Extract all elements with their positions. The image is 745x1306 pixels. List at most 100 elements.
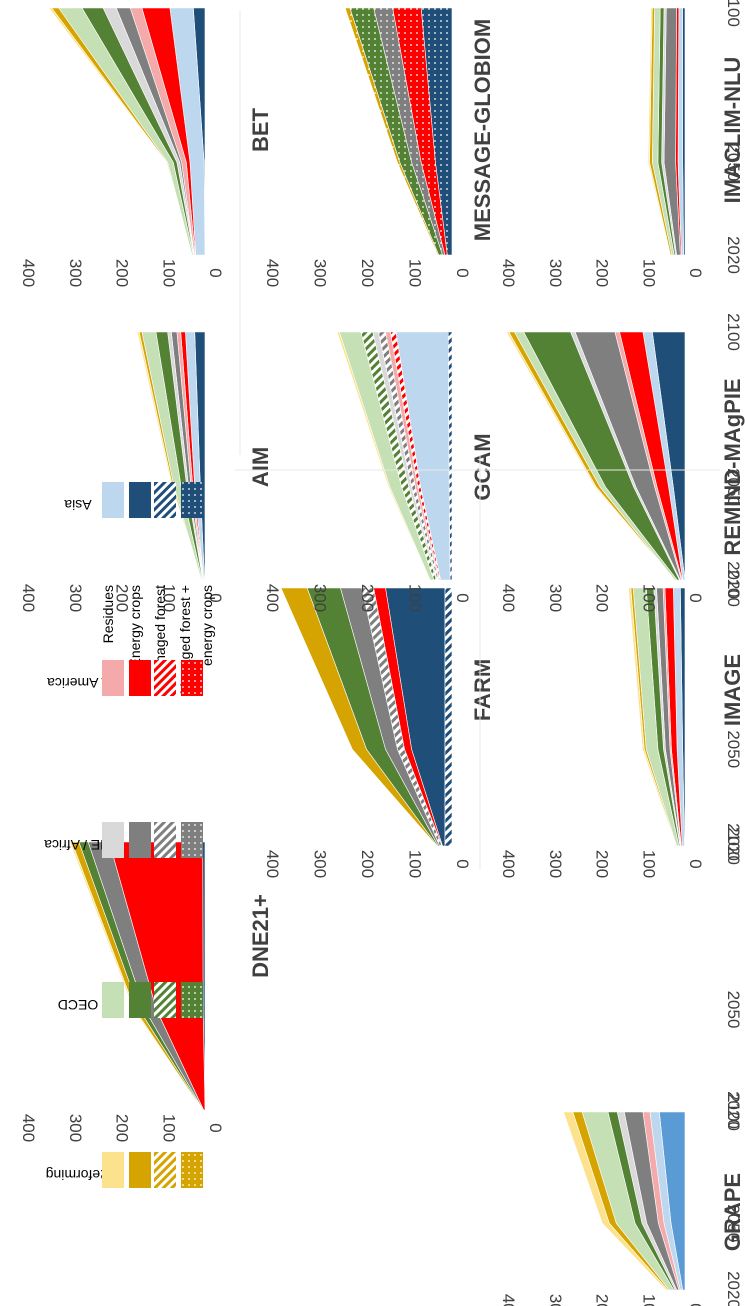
y-tick-label: 100: [639, 259, 658, 287]
chart-imaclim-nlu: 0 100 200 300 400 IMACLIM-NLU 2020 2050 2100: [499, 0, 745, 287]
y-tick-label: 200: [358, 259, 377, 287]
legend-swatch: [102, 1152, 124, 1188]
y-tick-label: 100: [159, 259, 178, 287]
chart-bet: 0 100 200 300 400 BET: [19, 7, 273, 287]
y-tick-label: 200: [113, 1114, 132, 1142]
x-tick-label: 2050: [724, 991, 743, 1029]
y-tick-label: 200: [113, 584, 132, 612]
chart-title: IMAGE: [720, 654, 745, 726]
y-tick-label: 200: [593, 259, 612, 287]
y-tick-label: 400: [19, 584, 38, 612]
legend-region-asia: Asia: [64, 497, 91, 513]
y-tick-label: 400: [19, 1114, 38, 1142]
legend-swatch: [102, 822, 124, 858]
y-tick-label: 400: [19, 259, 38, 287]
y-tick-label: 300: [311, 850, 330, 878]
legend-swatch: [102, 982, 124, 1018]
legend-swatch: [181, 482, 203, 518]
legend-swatch: [181, 660, 203, 696]
chart-image: 0 100 200 300 400 IMAGE 2020 2050 2100: [499, 569, 745, 878]
chart-dne21: 0 100 200 300 400 DNE21+ 2020 2050 2100: [19, 823, 743, 1142]
chart-title: DNE21+: [248, 894, 273, 978]
legend-swatch: [129, 982, 151, 1018]
area-reforming-residues: [647, 7, 671, 256]
legend-row-label: Managed forest: [152, 585, 168, 682]
legend-swatch: [129, 482, 151, 518]
chart-title: MESSAGE-GLOBIOM: [470, 19, 495, 241]
y-tick-label: 200: [358, 850, 377, 878]
legend-swatch: [129, 1152, 151, 1188]
area-reforming-managed-forest-energy-crops: [344, 7, 440, 256]
legend-region-oecd: OECD: [58, 997, 98, 1013]
area-reforming-residues: [48, 7, 193, 256]
y-tick-label: 400: [499, 584, 518, 612]
legend-row-label: Residues: [100, 585, 116, 643]
x-tick-label: 2020: [724, 1091, 743, 1129]
y-tick-label: 0: [686, 1303, 705, 1306]
area-asia-managed-forest: [444, 587, 453, 847]
legend-swatch: [154, 660, 176, 696]
y-tick-label: 300: [311, 584, 330, 612]
y-tick-label: 300: [546, 259, 565, 287]
x-tick-label: 2100: [724, 313, 743, 351]
legend-region-l-america: L America: [47, 675, 109, 691]
chart-message-globiom: 0 100 200 300 400 MESSAGE-GLOBIOM: [263, 7, 495, 287]
y-tick-label: 0: [686, 593, 705, 602]
y-tick-label: 300: [311, 259, 330, 287]
x-tick-label: 2020: [724, 561, 743, 599]
y-tick-label: 100: [406, 850, 425, 878]
y-tick-label: 0: [206, 593, 225, 602]
y-tick-label: 400: [499, 1294, 518, 1306]
y-tick-label: 100: [406, 584, 425, 612]
y-tick-label: 0: [206, 268, 225, 277]
area-reforming-residues: [505, 331, 676, 581]
area-reforming-energy-crops: [280, 587, 438, 847]
chart-farm: 0 100 200 300 400 FARM: [263, 587, 495, 878]
y-tick-label: 0: [686, 859, 705, 868]
legend-swatch: [129, 660, 151, 696]
x-tick-label: 2050: [724, 468, 743, 506]
legend-swatch: [181, 982, 203, 1018]
x-tick-label: 2050: [724, 143, 743, 181]
y-tick-label: 300: [66, 584, 85, 612]
y-tick-label: 0: [453, 859, 472, 868]
chart-aim: 0 100 200 300 400 AIM: [19, 331, 273, 612]
y-tick-label: 100: [406, 259, 425, 287]
y-tick-label: 300: [546, 850, 565, 878]
chart-title: AIM: [248, 447, 273, 487]
legend-region-me-africa: ME / Africa: [44, 837, 112, 853]
legend-swatch: [181, 1152, 203, 1188]
legend-swatch: [154, 822, 176, 858]
y-tick-label: 0: [453, 268, 472, 277]
y-tick-label: 400: [499, 850, 518, 878]
area-reforming-residues: [69, 841, 203, 1111]
chart-title: GCAM: [470, 433, 495, 500]
y-tick-label: 100: [159, 1114, 178, 1142]
chart-gcam: 0 100 200 300 400 GCAM: [263, 331, 495, 612]
y-tick-label: 100: [639, 584, 658, 612]
y-tick-label: 300: [66, 1114, 85, 1142]
y-tick-label: 300: [66, 259, 85, 287]
legend-swatch: [154, 1152, 176, 1188]
y-tick-label: 0: [453, 593, 472, 602]
chart-panels: 0 100 200 300 400 DNE21+ 2020 2050 2100 0 100 200 30…: [19, 0, 745, 1306]
chart-title: IMACLIM-NLU: [720, 57, 745, 204]
y-tick-label: 300: [546, 1294, 565, 1306]
y-tick-label: 400: [499, 259, 518, 287]
legend-swatch: [129, 822, 151, 858]
area-reforming-residues: [628, 587, 677, 847]
y-tick-label: 200: [593, 1294, 612, 1306]
y-tick-label: 200: [358, 584, 377, 612]
y-tick-label: 400: [263, 584, 282, 612]
y-tick-label: 100: [159, 584, 178, 612]
x-tick-label: 2100: [724, 569, 743, 607]
chart-grape: 0 100 200 300 400 GRAPE 2020 2050 2100: [499, 1093, 745, 1306]
x-tick-label: 2020: [724, 236, 743, 274]
x-tick-label: 2050: [724, 1204, 743, 1242]
y-tick-label: 0: [206, 1123, 225, 1132]
area-reforming-residues: [336, 331, 431, 581]
legend: Residues Energy crops Managed forest Manage…: [44, 482, 215, 1188]
area-reforming-residues: [136, 331, 202, 581]
legend-swatch: [102, 482, 124, 518]
